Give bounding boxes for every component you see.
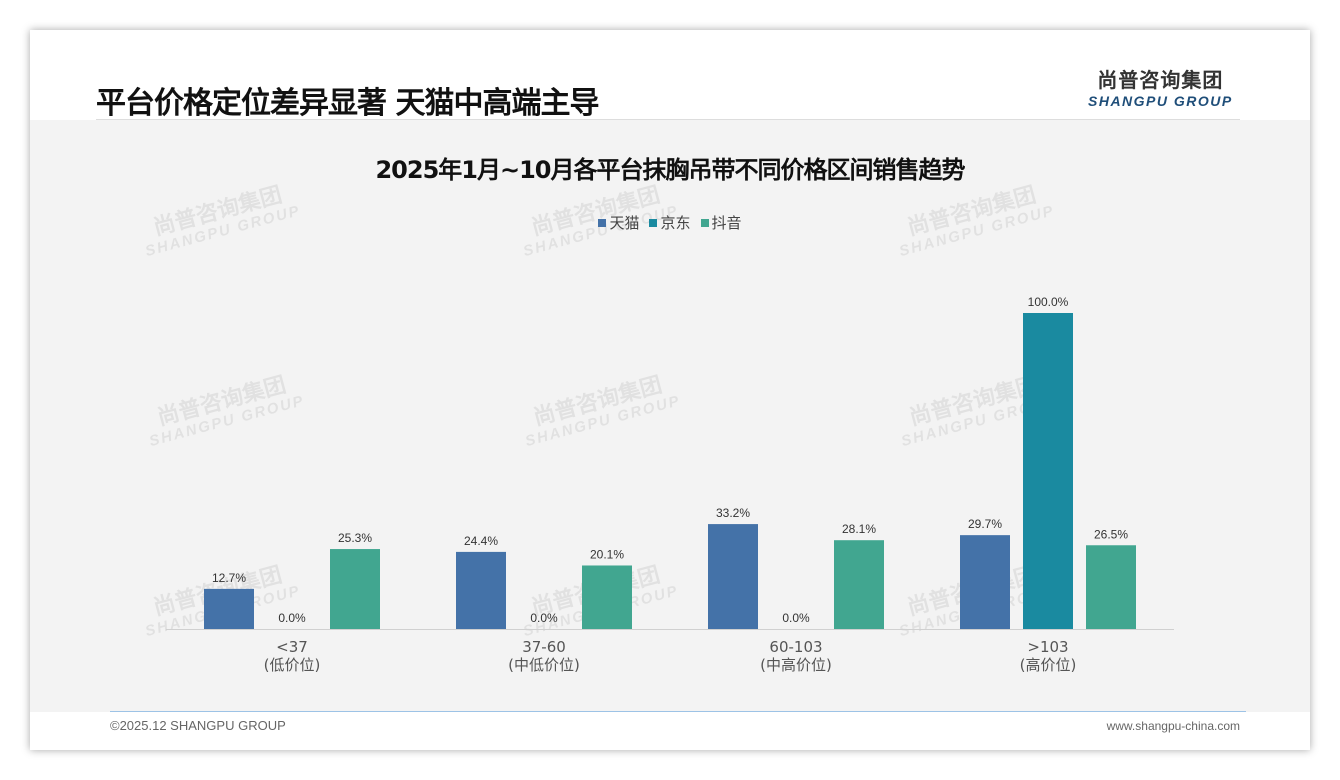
logo: 尚普咨询集团 SHANGPU GROUP bbox=[1088, 64, 1233, 109]
data-label: 25.3% bbox=[338, 531, 372, 545]
website-link[interactable]: www.shangpu-china.com bbox=[1106, 719, 1240, 733]
data-label: 0.0% bbox=[278, 611, 306, 625]
x-tick-label: 60-103 bbox=[769, 638, 822, 656]
data-label: 12.7% bbox=[212, 571, 246, 585]
x-tick-label: (高价位) bbox=[1020, 656, 1077, 674]
x-tick-label: (低价位) bbox=[264, 656, 321, 674]
bar-抖音 bbox=[582, 565, 632, 629]
x-tick-label: (中高价位) bbox=[760, 656, 832, 674]
chart-title: 2025年1月~10月各平台抹胸吊带不同价格区间销售趋势 bbox=[375, 156, 965, 184]
legend-label: 京东 bbox=[660, 214, 691, 232]
x-tick-label: >103 bbox=[1027, 638, 1068, 656]
data-label: 100.0% bbox=[1028, 295, 1069, 309]
page-title: 平台价格定位差异显著 天猫中高端主导 bbox=[96, 86, 599, 121]
bar-天猫 bbox=[204, 588, 254, 629]
data-label: 26.5% bbox=[1094, 527, 1128, 541]
x-tick-label: <37 bbox=[276, 638, 308, 656]
footer-divider bbox=[110, 711, 1246, 712]
legend-swatch bbox=[700, 219, 709, 227]
bar-天猫 bbox=[708, 524, 758, 629]
bar-天猫 bbox=[456, 551, 506, 629]
legend-swatch bbox=[598, 219, 607, 227]
logo-cn: 尚普咨询集团 bbox=[1097, 68, 1224, 92]
data-label: 0.0% bbox=[782, 611, 810, 625]
bar-天猫 bbox=[960, 535, 1010, 629]
legend-swatch bbox=[649, 219, 658, 227]
bar-抖音 bbox=[1086, 545, 1136, 629]
legend-item: 京东 bbox=[649, 212, 691, 233]
title-divider bbox=[96, 119, 1240, 120]
data-label: 0.0% bbox=[530, 611, 558, 625]
logo-en: SHANGPU GROUP bbox=[1088, 93, 1233, 109]
legend-item: 天猫 bbox=[598, 212, 639, 233]
data-label: 24.4% bbox=[464, 534, 498, 548]
data-label: 20.1% bbox=[590, 547, 624, 561]
legend-label: 天猫 bbox=[609, 214, 640, 232]
legend-label: 抖音 bbox=[711, 214, 742, 232]
bar-抖音 bbox=[330, 549, 380, 629]
data-label: 33.2% bbox=[716, 506, 750, 520]
bar-chart: 12.7% 0.0% 25.3% <37(低价位) 24.4% 0.0% 20.1% 37-6… bbox=[166, 295, 1174, 674]
bar-京东 bbox=[1023, 313, 1073, 629]
x-tick-label: 37-60 bbox=[522, 638, 566, 656]
legend-item: 抖音 bbox=[700, 212, 742, 233]
copyright: ©2025.12 SHANGPU GROUP bbox=[110, 718, 286, 733]
x-tick-label: (中低价位) bbox=[508, 656, 580, 674]
bar-抖音 bbox=[834, 540, 884, 629]
data-label: 29.7% bbox=[968, 517, 1002, 531]
data-label: 28.1% bbox=[842, 522, 876, 536]
legend: 天猫 京东 抖音 bbox=[30, 212, 1310, 233]
slide: 平台价格定位差异显著 天猫中高端主导 尚普咨询集团 SHANGPU GROUP … bbox=[30, 30, 1310, 750]
